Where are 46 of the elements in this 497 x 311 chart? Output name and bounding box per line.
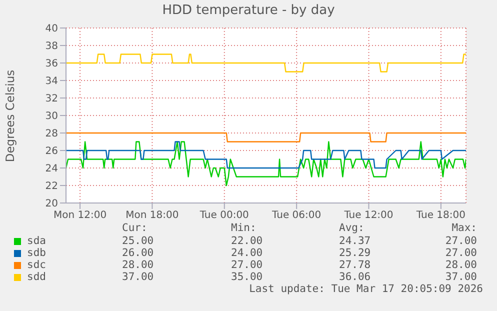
text: 27.00 [444, 247, 477, 259]
text: Last update: Tue Mar 17 20:05:09 2026 [249, 283, 483, 295]
y-tick-label: 32 [45, 94, 58, 105]
text: 24.37 [339, 235, 372, 247]
y-tick-label: 36 [45, 58, 58, 70]
y-tick-label: 38 [45, 41, 58, 52]
y-tick-label: 22 [45, 181, 58, 192]
x-tick-label: Tue 00:00 [198, 210, 249, 222]
legend-label: sda [27, 235, 47, 247]
y-tick-label: 40 [45, 24, 58, 35]
text: 25.29 [339, 247, 372, 259]
text: 26.00 [122, 247, 155, 259]
y-tick-label: 34 [45, 76, 58, 88]
text: Cur: [122, 222, 148, 235]
y-axis-title: Degrees Celsius [3, 70, 17, 162]
y-tick-label: 26 [45, 146, 58, 158]
legend-label: sdd [27, 271, 47, 283]
x-tick-label: Tue 06:00 [271, 210, 322, 222]
line-series [66, 141, 466, 169]
text: 28.00 [122, 259, 155, 271]
text: 25.00 [122, 235, 155, 247]
y-tick-label: 28 [45, 128, 58, 140]
text: 27.00 [231, 259, 264, 271]
text: 22.00 [231, 235, 264, 247]
y-tick-label: 20 [45, 198, 58, 210]
text: 27.00 [444, 235, 477, 247]
text: 36.06 [339, 271, 372, 283]
x-tick-label: Mon 18:00 [126, 210, 179, 222]
x-tick-label: Mon 12:00 [53, 210, 107, 222]
text: Min: [231, 222, 258, 235]
x-tick-label: Tue 18:00 [415, 210, 466, 222]
text: Max: [450, 222, 477, 235]
text: 27.78 [339, 259, 372, 271]
text: 28.00 [444, 259, 477, 271]
x-tick-label: Tue 12:00 [343, 210, 394, 222]
legend-label: sdb [27, 247, 47, 259]
line-series [66, 141, 466, 186]
y-tick-label: 24 [45, 164, 58, 175]
y-tick-label: 30 [45, 111, 58, 122]
text: 37.00 [444, 271, 477, 283]
text: Avg: [339, 222, 366, 235]
text: 35.00 [231, 271, 264, 283]
legend-label: sdc [27, 259, 47, 271]
chart-title: HDD temperature - by day [161, 3, 336, 18]
text: 37.00 [122, 271, 155, 283]
text: 24.00 [231, 247, 264, 259]
